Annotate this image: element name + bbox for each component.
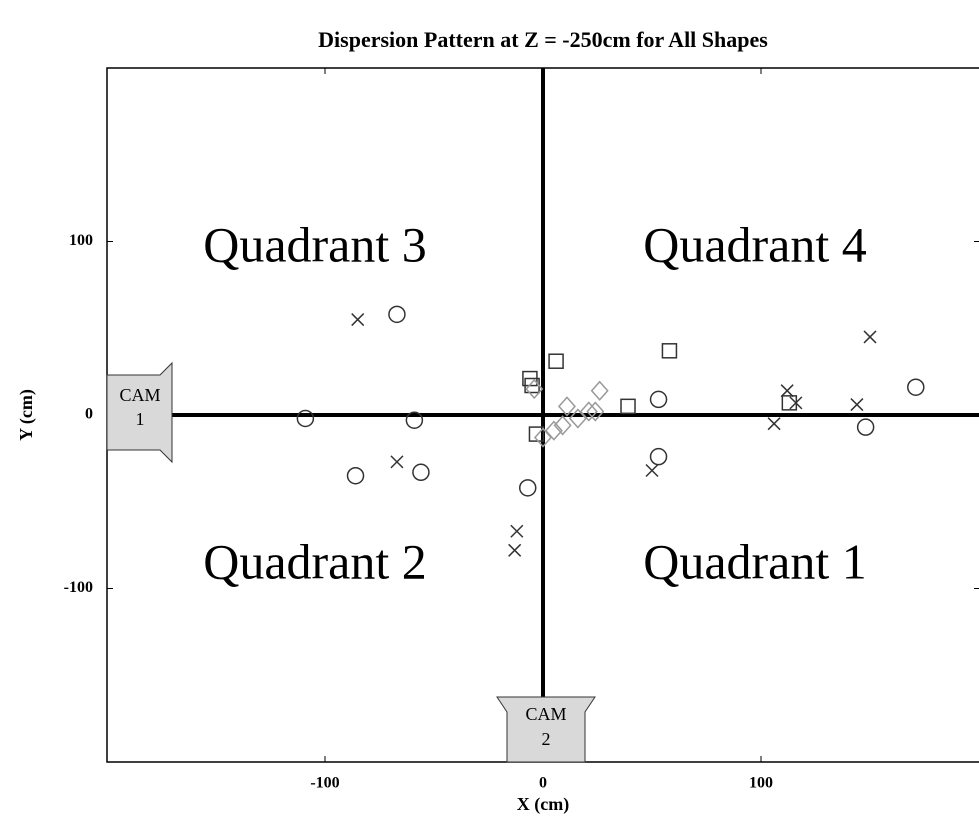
marker-diamond (579, 401, 598, 422)
marker-x (863, 330, 877, 344)
camera-box (106, 361, 173, 464)
marker-diamond (568, 408, 587, 429)
camera-box (496, 696, 596, 763)
marker-x (508, 543, 522, 557)
marker-circle (412, 463, 430, 482)
marker-diamond (553, 415, 572, 436)
marker-x (645, 463, 659, 478)
camera-label: 1 (136, 409, 145, 429)
marker-diamond (544, 420, 563, 441)
chart-title: Dispersion Pattern at Z = -250cm for All… (318, 27, 768, 52)
marker-diamond (533, 427, 553, 448)
marker-diamond (590, 380, 609, 401)
quadrant-label: Quadrant 3 (203, 216, 427, 272)
marker-x (780, 384, 794, 398)
camera-label: CAM (525, 704, 566, 724)
marker-diamond (557, 396, 576, 417)
marker-square (781, 395, 798, 411)
marker-circle (907, 378, 925, 396)
marker-x (351, 313, 365, 327)
x-tick-label: -100 (310, 775, 339, 792)
marker-square (548, 353, 564, 369)
quadrant-label: Quadrant 4 (643, 216, 867, 272)
marker-circle (346, 466, 365, 485)
marker-circle (649, 447, 668, 466)
marker-square (528, 426, 545, 442)
marker-diamond (586, 401, 605, 422)
marker-circle (856, 418, 875, 436)
marker-x (850, 398, 864, 412)
y-axis-label: Y (cm) (16, 389, 37, 441)
marker-circle (296, 409, 315, 428)
y-tick-label: 0 (85, 406, 93, 423)
marker-circle (405, 411, 424, 429)
marker-x (510, 524, 524, 538)
y-tick-label: 100 (69, 232, 93, 249)
quadrant-label: Quadrant 2 (203, 533, 427, 589)
x-tick-label: 0 (539, 775, 547, 792)
x-axis-label: X (cm) (517, 794, 569, 815)
marker-diamond (525, 378, 544, 400)
marker-square (661, 343, 678, 359)
marker-circle (388, 305, 406, 324)
marker-x (767, 417, 781, 431)
marker-circle (518, 479, 537, 497)
y-tick-label: -100 (64, 579, 93, 596)
marker-square (620, 398, 636, 415)
camera-label: CAM (119, 385, 160, 405)
marker-circle (649, 390, 668, 409)
quadrant-label: Quadrant 1 (643, 533, 867, 589)
camera-label: 2 (542, 729, 551, 749)
marker-x (390, 455, 404, 469)
x-tick-label: 100 (749, 775, 773, 792)
